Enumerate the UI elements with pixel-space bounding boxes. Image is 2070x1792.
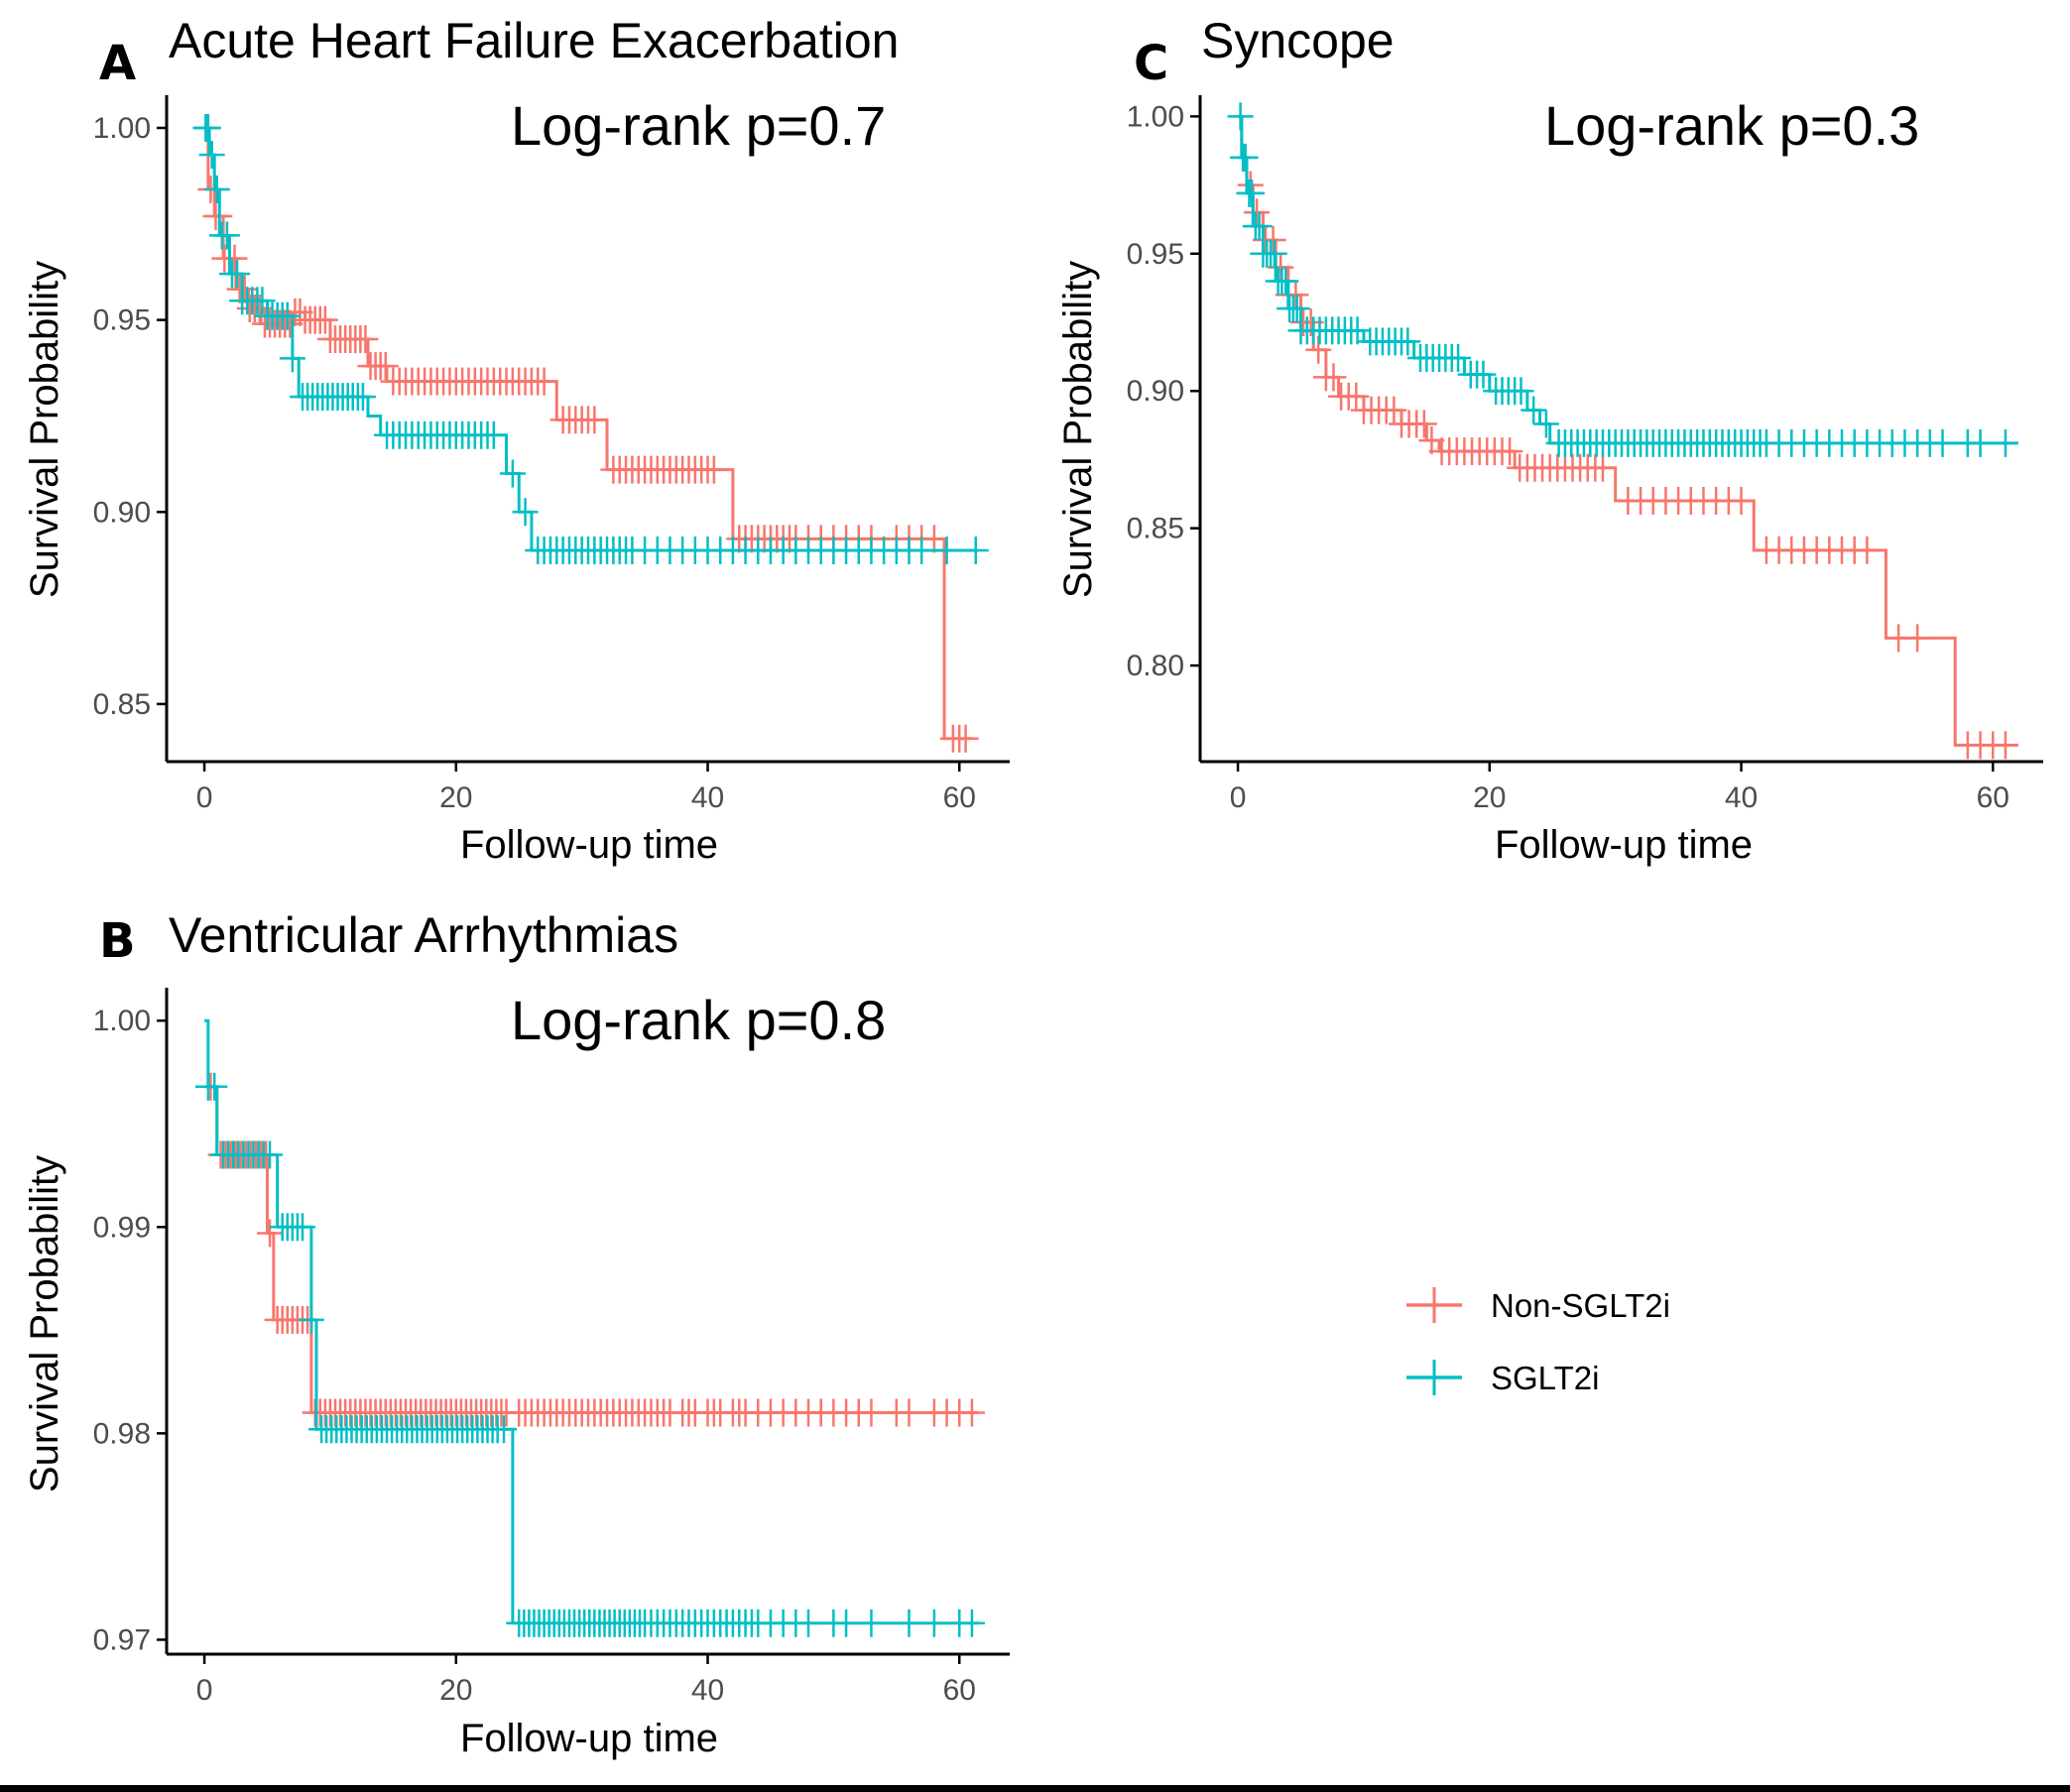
- panel-a-xlabel: Follow-up time: [460, 823, 718, 867]
- y-tick-label: 1.00: [93, 112, 151, 145]
- panel-b: B Ventricular Arrhythmias Log-rank p=0.8…: [23, 907, 1010, 1760]
- panel-c-logrank: Log-rank p=0.3: [1544, 94, 1919, 157]
- panel-b-title: Ventricular Arrhythmias: [169, 907, 678, 963]
- panel-letter-b: B: [99, 913, 136, 969]
- y-tick-label: 0.90: [1127, 375, 1184, 408]
- panel-c: C Syncope Log-rank p=0.3 Survival Probab…: [1056, 13, 2043, 867]
- legend: Non-SGLT2i SGLT2i: [1406, 1287, 1670, 1396]
- x-tick-label: 40: [691, 781, 724, 814]
- x-tick-label: 60: [1977, 781, 2009, 814]
- y-tick-label: 0.99: [93, 1211, 151, 1244]
- panel-a-title: Acute Heart Failure Exacerbation: [169, 13, 899, 68]
- x-tick-label: 40: [691, 1674, 724, 1707]
- panel-a-ylabel: Survival Probability: [23, 261, 66, 598]
- y-tick-label: 0.97: [93, 1623, 151, 1656]
- x-tick-label: 20: [439, 1674, 472, 1707]
- x-tick-label: 0: [1230, 781, 1247, 814]
- figure-bottom-border: [0, 1785, 2070, 1792]
- panel-a-logrank: Log-rank p=0.7: [511, 94, 886, 157]
- panel-c-title: Syncope: [1201, 13, 1395, 68]
- x-tick-label: 60: [943, 781, 976, 814]
- y-tick-label: 0.98: [93, 1417, 151, 1450]
- km-curve-non-sglt2i: [204, 1085, 979, 1415]
- x-tick-label: 60: [943, 1674, 976, 1707]
- panel-c-ylabel: Survival Probability: [1056, 261, 1100, 598]
- panel-b-logrank: Log-rank p=0.8: [511, 989, 886, 1051]
- legend-label-non-sglt2i: Non-SGLT2i: [1491, 1287, 1670, 1324]
- panel-a: A Acute Heart Failure Exacerbation Log-r…: [23, 13, 1010, 867]
- y-tick-label: 0.85: [93, 688, 151, 721]
- y-tick-label: 1.00: [93, 1005, 151, 1037]
- y-tick-label: 0.80: [1127, 650, 1184, 682]
- y-tick-label: 1.00: [1127, 100, 1184, 133]
- legend-item-sglt2i: SGLT2i: [1406, 1360, 1599, 1396]
- km-curve-sglt2i: [204, 1018, 979, 1625]
- y-tick-label: 0.95: [93, 304, 151, 337]
- panel-letter-a: A: [99, 36, 136, 91]
- km-curve-sglt2i: [1238, 114, 2018, 445]
- x-tick-label: 0: [196, 781, 213, 814]
- x-tick-label: 40: [1725, 781, 1758, 814]
- panel-letter-c: C: [1134, 36, 1168, 91]
- legend-label-sglt2i: SGLT2i: [1491, 1360, 1599, 1396]
- y-tick-label: 0.90: [93, 496, 151, 529]
- x-tick-label: 20: [1473, 781, 1506, 814]
- panel-c-xlabel: Follow-up time: [1495, 823, 1753, 867]
- panel-b-xlabel: Follow-up time: [460, 1717, 718, 1760]
- panel-b-ylabel: Survival Probability: [23, 1155, 66, 1493]
- y-tick-label: 0.95: [1127, 238, 1184, 271]
- x-tick-label: 20: [439, 781, 472, 814]
- y-tick-label: 0.85: [1127, 513, 1184, 545]
- legend-item-non-sglt2i: Non-SGLT2i: [1406, 1287, 1670, 1324]
- x-tick-label: 0: [196, 1674, 213, 1707]
